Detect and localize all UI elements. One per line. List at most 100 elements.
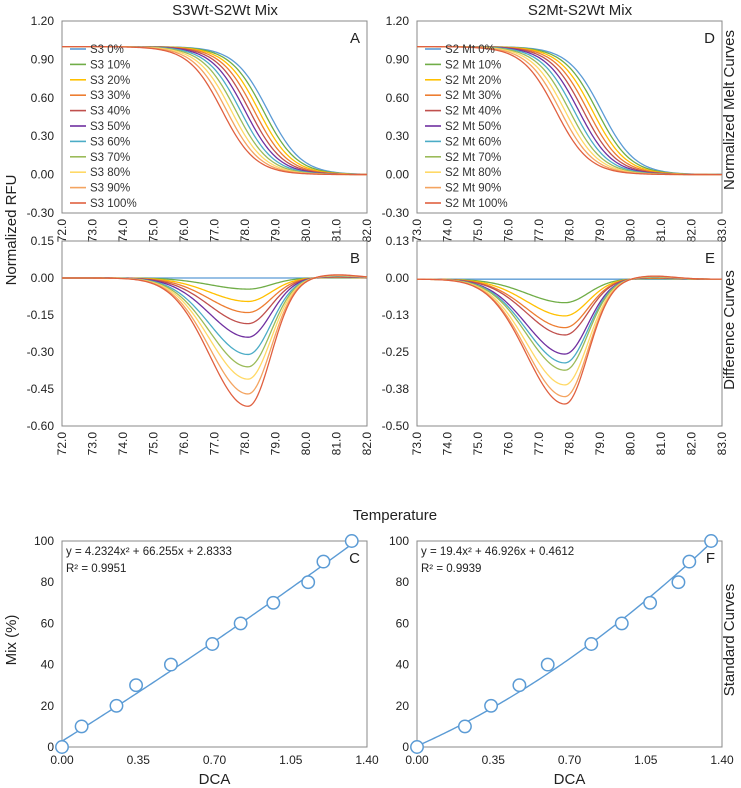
legend-label-A-7: S3 70%: [90, 152, 130, 164]
data-point-C-9: [316, 554, 331, 569]
data-point-C-3: [129, 678, 144, 693]
data-point-F-9: [682, 554, 697, 569]
panel-D-ytick: 0.30: [386, 129, 410, 143]
diff-curve-B-9: [62, 274, 368, 395]
panel-B-ytick: 0.15: [31, 234, 55, 248]
data-point-C-1: [74, 719, 89, 734]
panel-C-xlabel: DCA: [199, 771, 231, 788]
panel-B-xtick: 73.0: [86, 432, 100, 456]
diff-curve-B-2: [62, 276, 368, 303]
panel-A-xtick: 81.0: [330, 219, 344, 243]
panel-D-ytick: 1.20: [386, 14, 410, 28]
diff-curve-B-6: [62, 275, 368, 356]
data-point-F-8: [671, 575, 686, 590]
data-point-F-4: [540, 657, 555, 672]
legend-label-A-5: S3 50%: [90, 121, 130, 133]
panel-B-ytick: -0.15: [27, 308, 55, 322]
panel-B-xtick: 80.0: [299, 432, 313, 456]
legend-label-A-4: S3 40%: [90, 106, 130, 118]
ylabel-top: Normalized RFU: [3, 175, 20, 286]
data-point-F-10: [704, 534, 719, 548]
fit-r2-F: R² = 0.9939: [421, 563, 481, 575]
panel-C-xtick: 0.35: [127, 753, 151, 767]
panel-F-ytick: 0: [402, 740, 409, 754]
panel-E-ytick: -0.38: [382, 382, 410, 396]
data-point-F-3: [512, 678, 527, 693]
panel-D-ytick: 0.90: [386, 52, 410, 66]
data-point-C-8: [301, 575, 316, 590]
panel-C-xtick: 0.00: [50, 753, 74, 767]
panel-E-xtick: 77.0: [532, 432, 546, 456]
panel-B-ytick: -0.30: [27, 345, 55, 359]
panel-A-xtick: 76.0: [177, 219, 191, 243]
panel-F-ytick: 20: [396, 699, 410, 713]
panel-E-letter: E: [705, 250, 715, 267]
panel-B-xtick: 78.0: [238, 432, 252, 456]
melt-curve-A-10: [62, 45, 367, 176]
panel-A-letter: A: [350, 30, 360, 47]
panel-A-ytick: -0.30: [27, 206, 55, 220]
legend-label-A-2: S3 20%: [90, 75, 130, 87]
panel-D-xtick: 76.0: [502, 219, 516, 243]
panel-F-xtick: 1.05: [634, 753, 658, 767]
data-point-F-7: [643, 595, 658, 610]
title-right: S2Mt-S2Wt Mix: [528, 2, 633, 19]
panel-A-xtick: 82.0: [360, 219, 374, 243]
diff-curve-B-4: [62, 276, 368, 325]
panel-C-xtick: 1.40: [355, 753, 379, 767]
panel-E-xtick: 83.0: [715, 432, 729, 456]
panel-F-ytick: 100: [389, 534, 409, 548]
panel-C-frame: [61, 540, 368, 748]
panel-C-ytick: 40: [41, 658, 55, 672]
legend-label-D-3: S2 Mt 30%: [445, 90, 501, 102]
panel-C-xtick: 0.70: [203, 753, 227, 767]
panel-B-ytick: 0.00: [31, 271, 55, 285]
panel-D-xtick: 77.0: [532, 219, 546, 243]
panel-E-xtick: 73.0: [410, 432, 424, 456]
fit-equation-C: y = 4.2324x² + 66.255x + 2.8333: [66, 546, 232, 558]
panel-B-xtick: 74.0: [116, 432, 130, 456]
panel-D-xtick: 78.0: [563, 219, 577, 243]
data-point-C-2: [109, 698, 124, 713]
panel-A-ytick: 0.30: [31, 129, 55, 143]
panel-D-xtick: 81.0: [654, 219, 668, 243]
legend-label-D-6: S2 Mt 60%: [445, 136, 501, 148]
panel-B-ytick: -0.60: [27, 419, 55, 433]
panel-c: 100 80 60 40 20 00.00 0.35 0.70 1.05 1.40 DCA y = 4…: [34, 534, 379, 788]
panel-f: 100 80 60 40 20 00.00 0.35 0.70 1.05 1.40 DCA y = 1…: [389, 534, 734, 788]
panel-B-xtick: 75.0: [147, 432, 161, 456]
panel-D-xtick: 74.0: [441, 219, 455, 243]
diff-curve-E-6: [416, 276, 722, 364]
panel-A-frame: [61, 20, 368, 214]
panel-A-xtick: 73.0: [86, 219, 100, 243]
panel-D-frame: [416, 20, 723, 214]
panel-D-xtick: 75.0: [471, 219, 485, 243]
panel-E-xtick: 76.0: [502, 432, 516, 456]
panel-B-xtick: 72.0: [55, 432, 69, 456]
panel-D-xtick: 73.0: [410, 219, 424, 243]
panel-F-letter: F: [706, 550, 715, 567]
diff-curve-E-10: [416, 275, 723, 405]
side-label-std: Standard Curves: [721, 584, 738, 697]
panel-A-xtick: 80.0: [299, 219, 313, 243]
panel-E-frame: [416, 240, 723, 427]
side-label-melt: Normalized Melt Curves: [721, 30, 738, 190]
panel-B-xtick: 79.0: [269, 432, 283, 456]
xlabel-temperature: Temperature: [353, 507, 437, 524]
panel-F-ytick: 80: [396, 575, 410, 589]
panel-E-ytick: -0.13: [382, 308, 410, 322]
panel-A-xtick: 78.0: [238, 219, 252, 243]
panel-B-xtick: 81.0: [330, 432, 344, 456]
diff-curve-E-9: [416, 275, 723, 398]
legend-label-A-9: S3 90%: [90, 183, 130, 195]
panel-E-ytick: 0.00: [386, 271, 410, 285]
data-point-C-7: [266, 595, 281, 610]
data-point-C-5: [205, 637, 220, 651]
fit-r2-C: R² = 0.9951: [66, 563, 126, 575]
diff-curve-B-1: [62, 277, 368, 290]
legend-label-D-1: S2 Mt 10%: [445, 59, 501, 71]
panel-E-xtick: 82.0: [685, 432, 699, 456]
legend-label-D-0: S2 Mt 0%: [445, 44, 495, 56]
diff-curve-B-10: [62, 274, 368, 407]
panel-F-ytick: 60: [396, 616, 410, 630]
